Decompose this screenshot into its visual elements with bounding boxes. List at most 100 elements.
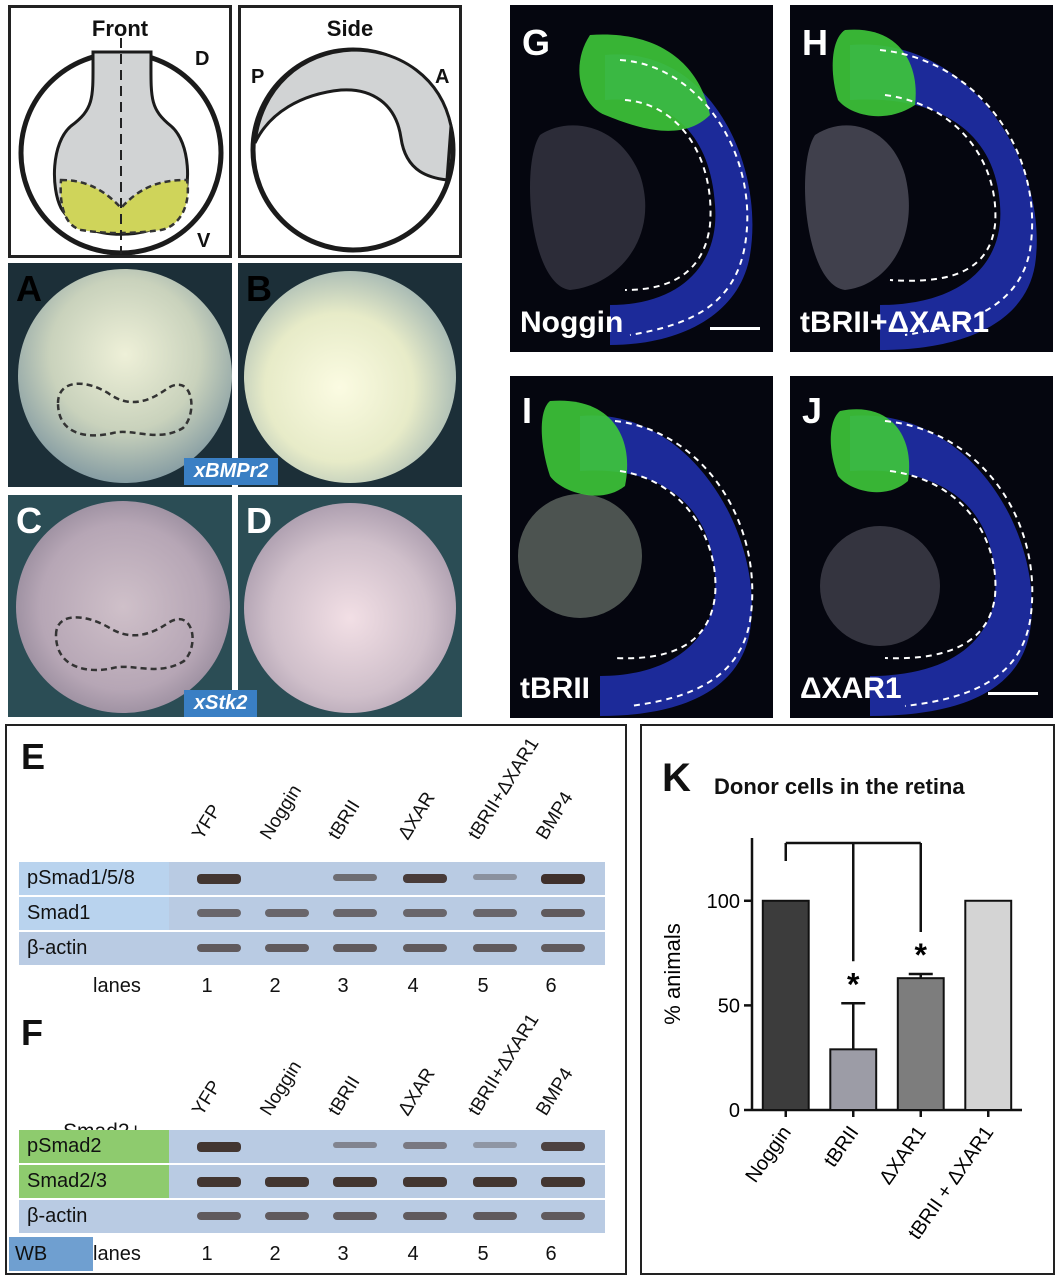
scale-bar-g xyxy=(710,327,760,330)
blot-strip: β-actin xyxy=(19,1200,605,1233)
blot-band xyxy=(541,944,585,952)
lane-number: 6 xyxy=(545,1243,557,1265)
lanes-label: lanes xyxy=(93,1243,141,1265)
retina-photo-i xyxy=(510,376,773,718)
embryo-photo-c xyxy=(8,495,232,717)
lane-header: tBRII xyxy=(324,796,365,844)
lane-header: BMP4 xyxy=(532,788,578,844)
blot-band xyxy=(403,1142,447,1149)
x-tick-label: tBRII xyxy=(820,1122,864,1171)
retina-photo-g xyxy=(510,5,773,352)
lane-header: ΔXAR xyxy=(394,1064,440,1120)
blot-strip: pSmad2 xyxy=(19,1130,605,1163)
y-axis-label: % animals xyxy=(660,923,685,1024)
panel-letter-c: C xyxy=(16,500,42,541)
embryo-photo-b xyxy=(238,263,462,487)
panel-letter-i: I xyxy=(522,390,533,431)
bar xyxy=(896,977,945,1111)
lane-number: 4 xyxy=(407,975,419,997)
y-tick-label: 50 xyxy=(718,995,740,1017)
lane-header: tBRII+ΔXAR1 xyxy=(464,1010,544,1120)
blot-row-label: pSmad1/5/8 xyxy=(19,862,169,895)
significance-marker: * xyxy=(847,966,860,1002)
panel-letter-h: H xyxy=(802,22,828,63)
lane-header: tBRII xyxy=(324,1072,365,1120)
lane-header: tBRII+ΔXAR1 xyxy=(464,734,544,844)
blot-band xyxy=(265,1212,309,1220)
blot-band xyxy=(333,1142,377,1148)
ventral-label: V xyxy=(197,230,211,252)
blot-band xyxy=(541,909,585,917)
posterior-label: P xyxy=(251,66,265,88)
blot-band xyxy=(403,874,447,883)
blot-band xyxy=(197,909,241,917)
lane-header: YFP xyxy=(188,801,226,844)
front-embryo-diagram xyxy=(18,38,224,255)
blot-band xyxy=(403,944,447,952)
dorsal-label: D xyxy=(195,48,210,70)
front-view-schematic: Front D V xyxy=(8,5,232,258)
lane-number: 2 xyxy=(269,1243,281,1265)
lane-header: Noggin xyxy=(256,781,307,844)
panel-letter-k: K xyxy=(662,756,691,800)
side-view-title: Side xyxy=(326,16,374,41)
blot-band xyxy=(403,1212,447,1220)
blot-band xyxy=(265,1177,309,1187)
blot-band xyxy=(403,909,447,917)
wb-label: WB xyxy=(9,1237,93,1271)
significance-marker: * xyxy=(915,937,928,973)
lane-number: 5 xyxy=(477,1243,489,1265)
probe-label-xstk2: xStk2 xyxy=(184,690,258,717)
blot-strip: β-actin xyxy=(19,932,605,965)
blot-f: YFP Noggin tBRII ΔXAR tBRII+ΔXAR1 BMP4 pSmad2 S… xyxy=(7,1002,625,1274)
blot-band xyxy=(541,1142,585,1151)
blot-strip: Smad2/3 xyxy=(19,1165,605,1198)
side-view-schematic: Side P A xyxy=(238,5,462,258)
lane-number: 5 xyxy=(477,975,489,997)
blot-band xyxy=(473,874,517,880)
blot-band xyxy=(473,944,517,952)
lane-number: 1 xyxy=(201,975,213,997)
blot-band xyxy=(197,1212,241,1220)
x-tick-label: Noggin xyxy=(741,1122,795,1187)
blot-row-label: β-actin xyxy=(27,1205,88,1227)
blot-band xyxy=(333,1212,377,1220)
blot-band xyxy=(333,944,377,952)
panel-letter-e: E xyxy=(21,736,46,777)
blot-band xyxy=(473,1212,517,1220)
blot-band xyxy=(197,944,241,952)
side-embryo-diagram xyxy=(250,47,456,253)
bar-chart-panel: K Donor cells in the retina 0 50 100 % anim… xyxy=(640,724,1055,1275)
panel-letter-f: F xyxy=(21,1012,43,1053)
blot-band xyxy=(541,1177,585,1187)
anterior-label: A xyxy=(435,66,450,88)
scale-bar-j xyxy=(988,692,1038,695)
blot-band xyxy=(265,909,309,917)
lane-header: BMP4 xyxy=(532,1064,578,1120)
lane-number: 3 xyxy=(337,1243,349,1265)
blot-e: YFP Noggin tBRII ΔXAR tBRII+ΔXAR1 BMP4 pSmad1/… xyxy=(7,726,625,1006)
blot-band xyxy=(403,1177,447,1187)
retina-photo-h xyxy=(790,5,1053,352)
western-blot-panel: E YFP Noggin tBRII ΔXAR tBRII+ΔXAR1 BMP4 pSmad… xyxy=(5,724,627,1275)
probe-label-xbmpr2: xBMPr2 xyxy=(184,458,279,485)
panel-letter-j: J xyxy=(802,390,823,431)
blot-row-label: Smad1 xyxy=(19,897,169,930)
retina-label-i: tBRII xyxy=(520,672,590,705)
panel-letter-a: A xyxy=(16,268,42,309)
blot-band xyxy=(333,1177,377,1187)
blot-band xyxy=(197,1177,241,1187)
lane-header: ΔXAR xyxy=(394,788,440,844)
blot-row-label: pSmad2 xyxy=(19,1130,169,1163)
blot-band xyxy=(265,944,309,952)
retina-photo-j xyxy=(790,376,1053,718)
retina-label-h: tBRII+ΔXAR1 xyxy=(800,306,990,339)
lane-number: 3 xyxy=(337,975,349,997)
blot-band xyxy=(473,1142,517,1148)
bar xyxy=(829,1048,878,1112)
lane-number: 4 xyxy=(407,1243,419,1265)
bar xyxy=(964,899,1013,1111)
retina-label-g: Noggin xyxy=(520,306,624,339)
blot-band xyxy=(197,1142,241,1152)
